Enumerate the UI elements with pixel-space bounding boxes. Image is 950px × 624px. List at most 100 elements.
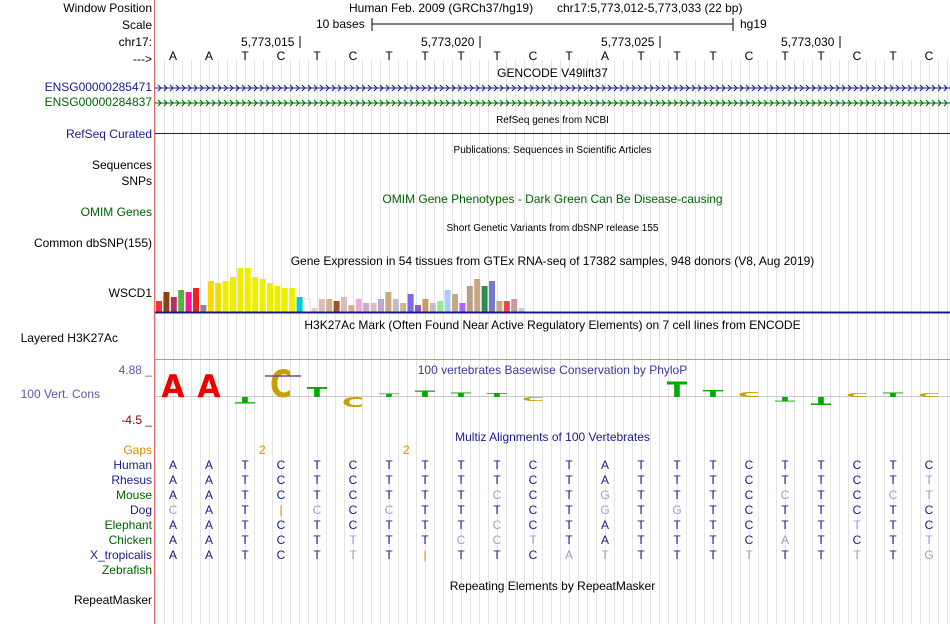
phylop-letter: T <box>811 394 832 406</box>
gtex-bar <box>156 301 162 312</box>
species-human-label[interactable]: Human <box>113 458 152 472</box>
gtex-title: Gene Expression in 54 tissues from GTEx … <box>290 254 815 268</box>
alignment-base: A <box>600 533 609 547</box>
alignment-base: T <box>565 533 573 547</box>
alignment-base: T <box>709 488 717 502</box>
scale-label: Scale <box>121 18 152 32</box>
alignment-base: C <box>852 473 862 487</box>
phylop-letter: C <box>270 368 292 407</box>
multiz-title: Multiz Alignments of 100 Vertebrates <box>455 430 650 444</box>
track-display[interactable]: Human Feb. 2009 (GRCh37/hg19) chr17:5,77… <box>155 0 950 624</box>
phylop-letter: C <box>522 396 544 402</box>
gene-models[interactable] <box>155 80 950 120</box>
gtex-bar <box>518 308 525 312</box>
vert-cons-label[interactable]: 100 Vert. Cons <box>20 387 100 401</box>
alignment-base: C <box>276 548 286 562</box>
gtex-bar <box>496 301 503 312</box>
gtex-bar <box>355 299 362 312</box>
alignment-base: T <box>565 488 573 502</box>
species-dog-label[interactable]: Dog <box>129 503 152 517</box>
gtex-bar <box>326 299 333 312</box>
alignment-base: T <box>385 458 393 472</box>
alignment-base: T <box>565 518 573 532</box>
gtex-bar <box>274 286 281 312</box>
gtex-bars[interactable] <box>155 266 950 314</box>
alignment-base: A <box>600 518 609 532</box>
scale-text: 10 bases <box>316 17 365 31</box>
species-chicken-label[interactable]: Chicken <box>108 533 152 547</box>
alignment-base: C <box>492 533 502 547</box>
omim-genes-label[interactable]: OMIM Genes <box>80 205 152 219</box>
alignment-base: T <box>457 503 465 517</box>
phylop-letter: T <box>775 395 796 402</box>
gaps-label: Gaps <box>123 443 152 457</box>
alignment-base: T <box>637 548 645 562</box>
alignment-base: T <box>565 458 573 472</box>
alignment-base: T <box>673 548 681 562</box>
gtex-bar <box>348 305 355 312</box>
species-xtropicalis-label[interactable]: X_tropicalis <box>89 548 152 562</box>
alignment-base: C <box>780 488 790 502</box>
layered-h3k27ac-label[interactable]: Layered H3K27Ac <box>20 331 118 345</box>
gtex-bar <box>252 277 259 312</box>
alignment-base: C <box>528 458 538 472</box>
species-rhesus-label[interactable]: Rhesus <box>111 473 152 487</box>
species-mouse-label[interactable]: Mouse <box>115 488 152 502</box>
gtex-bar <box>392 299 399 312</box>
gtex-bar <box>378 299 384 312</box>
reference-base: T <box>241 49 249 63</box>
reference-base: T <box>313 49 321 63</box>
phylop-letter: T <box>703 388 725 399</box>
phylop-logo[interactable]: A A T C TC T T T TC T T C T T C T C <box>155 368 950 428</box>
alignment-base: T <box>817 503 825 517</box>
common-dbsnp-label[interactable]: Common dbSNP(155) <box>33 236 152 250</box>
alignment-base: T <box>349 548 357 562</box>
alignment-base: T <box>529 533 537 547</box>
wscd1-label[interactable]: WSCD1 <box>108 286 152 300</box>
alignment-base: G <box>672 503 682 517</box>
gtex-bar <box>289 288 296 312</box>
ensg1-label[interactable]: ENSG00000285471 <box>44 80 152 94</box>
refseq-line <box>155 133 950 134</box>
gap-mark-1: 2 <box>259 443 266 457</box>
gtex-bar <box>452 294 458 312</box>
gtex-bar <box>215 283 222 312</box>
alignment-base: A <box>204 503 213 517</box>
alignment-base: C <box>852 503 862 517</box>
chr-label: chr17: <box>118 35 152 49</box>
alignment-base: T <box>601 548 609 562</box>
alignment-base: T <box>241 548 249 562</box>
ensg1-gene-model <box>155 84 950 92</box>
repeatmasker-label[interactable]: RepeatMasker <box>73 593 152 607</box>
snps-label[interactable]: SNPs <box>121 174 152 188</box>
species-elephant-label[interactable]: Elephant <box>104 518 152 532</box>
alignment-base: T <box>925 473 933 487</box>
alignment-base: C <box>744 458 754 472</box>
alignment-base: T <box>313 548 321 562</box>
refseq-curated-label[interactable]: RefSeq Curated <box>65 127 152 141</box>
alignment-base: T <box>781 518 789 532</box>
alignment-base: C <box>348 488 358 502</box>
gtex-bar <box>259 279 266 312</box>
reference-base: T <box>889 49 897 63</box>
gtex-bar <box>193 288 199 312</box>
alignment-base: T <box>421 533 429 547</box>
alignment-base: T <box>781 473 789 487</box>
ensg2-label[interactable]: ENSG00000284837 <box>44 95 152 109</box>
alignment-base: T <box>709 518 717 532</box>
alignment-base: T <box>241 473 249 487</box>
gtex-bar <box>185 292 192 312</box>
alignment-base: T <box>889 473 897 487</box>
alignment-base: A <box>204 473 213 487</box>
gtex-bar <box>163 292 170 312</box>
species-zebrafish-label[interactable]: Zebrafish <box>101 563 152 577</box>
alignment-base: T <box>313 458 321 472</box>
gtex-bar <box>444 290 451 312</box>
alignment-base: T <box>385 473 393 487</box>
alignment-base: C <box>384 503 394 517</box>
reference-base: C <box>744 49 754 63</box>
sequences-label[interactable]: Sequences <box>91 158 152 172</box>
alignment-base: T <box>637 503 645 517</box>
reference-base: T <box>385 49 393 63</box>
gtex-bar <box>429 303 436 312</box>
